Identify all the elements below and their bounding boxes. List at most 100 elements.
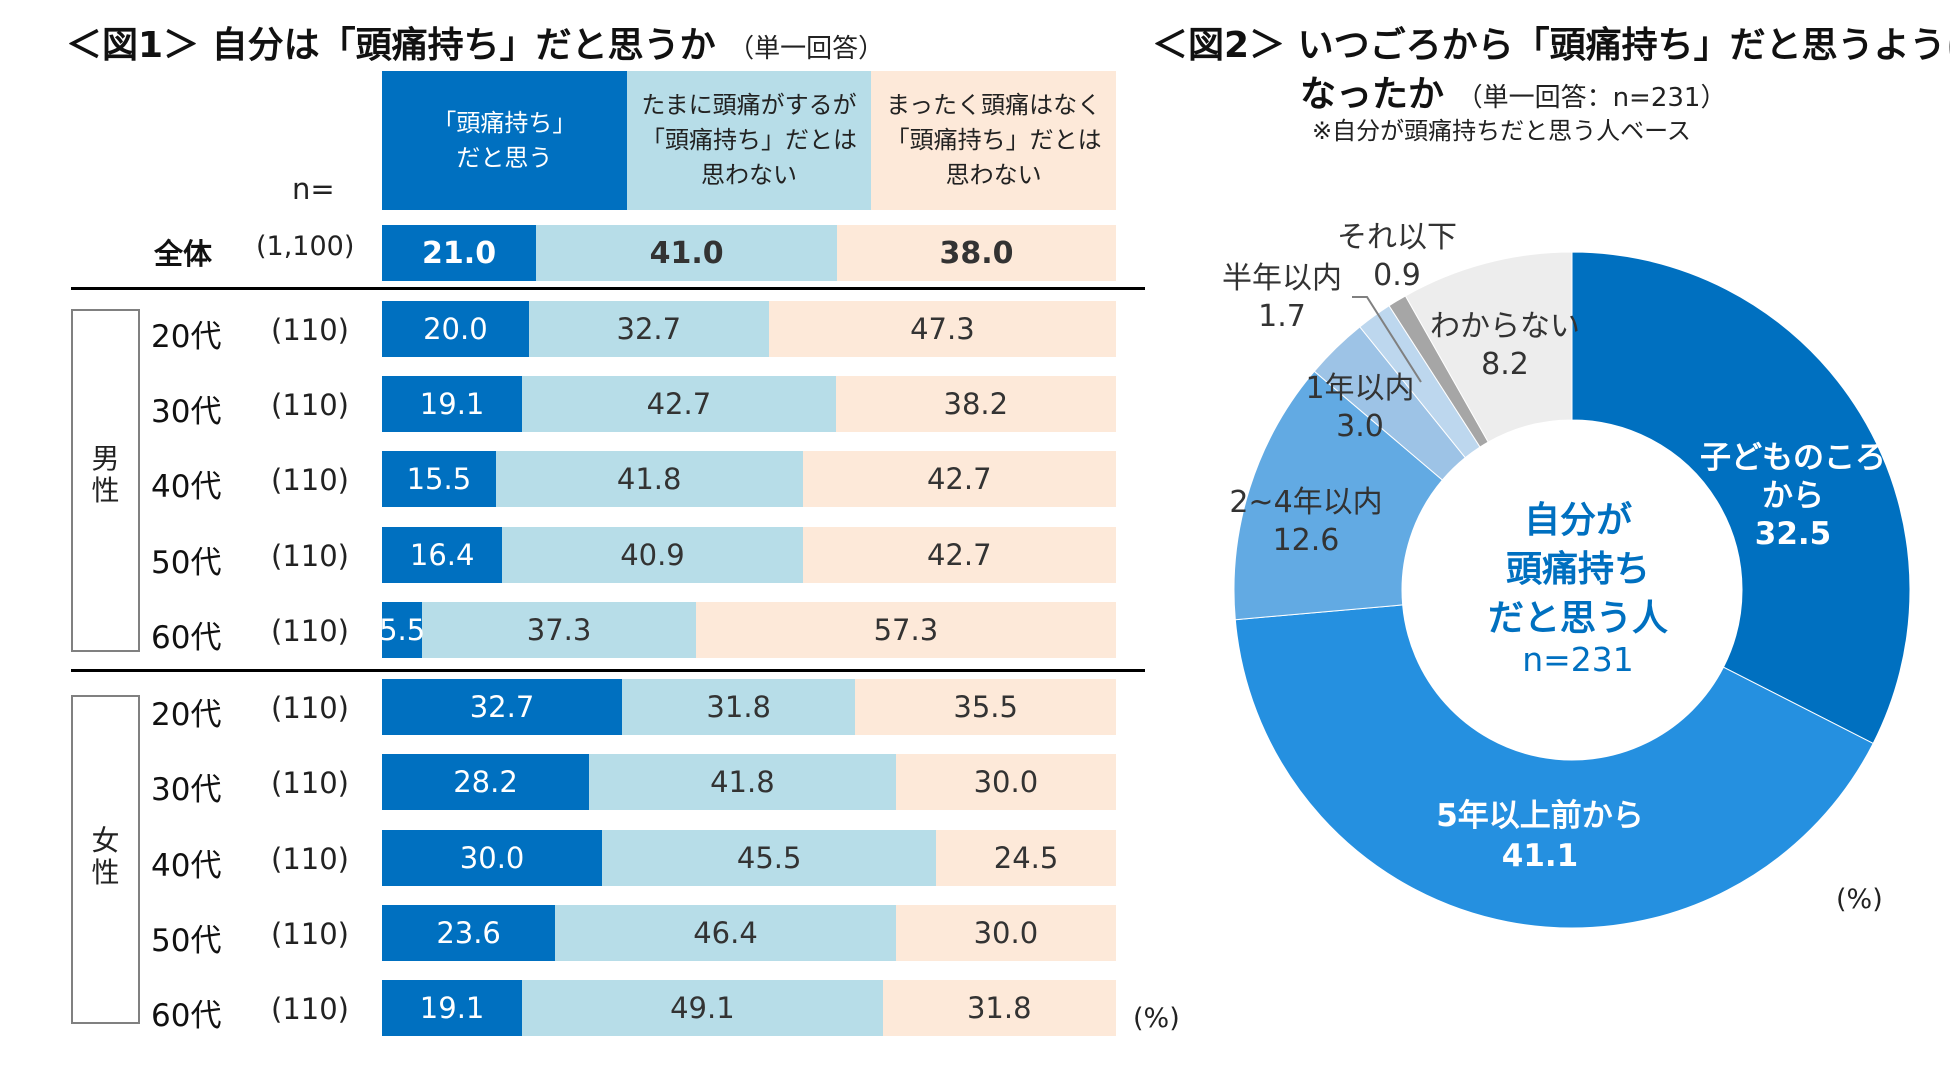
row-n-label: (110) bbox=[271, 539, 349, 573]
donut-slice-value: 3.0 bbox=[1336, 409, 1384, 444]
stacked-bar-row: 16.4 40.9 42.7 bbox=[382, 527, 1116, 583]
row-label: 50代 bbox=[151, 545, 222, 581]
bar-segment-3: 24.5 bbox=[936, 830, 1116, 886]
fig2-unit-label: (%) bbox=[1836, 884, 1883, 915]
donut-center-label-line3: だと思う人 bbox=[1488, 598, 1668, 639]
bar-value-label: 45.5 bbox=[736, 841, 802, 875]
donut-slice-value: 8.2 bbox=[1481, 347, 1529, 382]
donut-slice bbox=[1234, 604, 1874, 929]
donut-slice-value: 1.7 bbox=[1258, 299, 1306, 334]
bar-value-label: 28.2 bbox=[453, 765, 518, 799]
donut-slice-label: 半年以内 bbox=[1222, 261, 1342, 296]
row-n-label: (110) bbox=[271, 917, 349, 951]
bar-value-label: 5.5 bbox=[382, 613, 426, 647]
donut-center-label-line2: 頭痛持ち bbox=[1506, 549, 1650, 590]
bar-value-label: 57.3 bbox=[873, 613, 939, 647]
donut-slice bbox=[1404, 251, 1573, 443]
bar-value-label: 24.5 bbox=[993, 841, 1059, 875]
row-label: 40代 bbox=[151, 848, 222, 884]
bar-value-label: 38.2 bbox=[943, 387, 1009, 421]
donut-slice-label: それ以下 bbox=[1337, 220, 1457, 255]
stacked-bar-row: 32.7 31.8 35.5 bbox=[382, 679, 1116, 735]
bar-segment-1: 19.1 bbox=[382, 980, 523, 1036]
bar-segment-1: 30.0 bbox=[382, 830, 603, 886]
fig2-base-note: ※自分が頭痛持ちだと思う人ベース bbox=[1312, 117, 1691, 145]
stacked-bar-row: 28.2 41.8 30.0 bbox=[382, 754, 1116, 810]
donut-slice-label: 子どものころ bbox=[1700, 440, 1886, 476]
stacked-bar-row: 19.1 42.7 38.2 bbox=[382, 376, 1116, 432]
stacked-bar-row: 20.0 32.7 47.3 bbox=[382, 301, 1116, 357]
bar-value-label: 16.4 bbox=[409, 538, 475, 572]
fig2-title-line1: ＜図2＞ いつごろから「頭痛持ち」だと思うように bbox=[1152, 25, 1950, 66]
stacked-bar-row: 21.0 41.0 38.0 bbox=[382, 225, 1116, 281]
stacked-bar-row: 30.0 45.5 24.5 bbox=[382, 830, 1116, 886]
group-bracket-female: 女 性 bbox=[71, 695, 140, 1024]
bar-segment-3: 30.0 bbox=[895, 905, 1116, 961]
bar-value-label: 38.0 bbox=[939, 235, 1014, 271]
donut-slice-label: 5年以上前から bbox=[1436, 798, 1644, 834]
bar-segment-2: 40.9 bbox=[502, 527, 803, 583]
row-label: 50代 bbox=[151, 923, 222, 959]
leader-line bbox=[1352, 296, 1422, 383]
row-n-label: (110) bbox=[271, 614, 349, 648]
donut-slice-value: 41.1 bbox=[1502, 838, 1579, 874]
bar-segment-3: 47.3 bbox=[768, 301, 1116, 357]
donut-slice-label: 2~4年以内 bbox=[1229, 485, 1382, 520]
stacked-bar-row: 19.1 49.1 31.8 bbox=[382, 980, 1116, 1036]
row-n-label: (110) bbox=[271, 691, 349, 725]
bar-segment-3: 38.2 bbox=[835, 376, 1116, 432]
group-bracket-male: 男 性 bbox=[71, 309, 140, 652]
bar-segment-3: 30.0 bbox=[895, 754, 1116, 810]
donut-center-label-line1: 自分が bbox=[1524, 500, 1632, 541]
bar-segment-2: 37.3 bbox=[422, 602, 696, 658]
bar-segment-2: 49.1 bbox=[522, 980, 883, 1036]
group-label-male: 男 性 bbox=[91, 442, 120, 507]
stacked-bar-row: 23.6 46.4 30.0 bbox=[382, 905, 1116, 961]
row-n-label: (1,100) bbox=[256, 231, 355, 262]
bar-value-label: 41.0 bbox=[649, 235, 724, 271]
bar-segment-3: 31.8 bbox=[882, 980, 1116, 1036]
bar-value-label: 49.1 bbox=[670, 991, 735, 1025]
legend-label: 「頭痛持ち」 だと思う bbox=[432, 108, 577, 172]
bar-value-label: 42.7 bbox=[926, 462, 992, 496]
stacked-bar-row: 5.5 37.3 57.3 bbox=[382, 602, 1116, 658]
row-label: 30代 bbox=[151, 772, 222, 808]
legend-label: まったく頭痛はなく 「頭痛持ち」だとは 思わない bbox=[885, 91, 1102, 189]
bar-value-label: 42.7 bbox=[926, 538, 992, 572]
bar-value-label: 46.4 bbox=[693, 916, 758, 950]
row-label: 30代 bbox=[151, 394, 222, 430]
row-n-label: (110) bbox=[271, 313, 349, 347]
bar-value-label: 42.7 bbox=[646, 387, 712, 421]
bar-segment-2: 31.8 bbox=[622, 679, 856, 735]
row-n-label: (110) bbox=[271, 842, 349, 876]
fig2-title-line2-text: なったか bbox=[1300, 74, 1445, 115]
row-n-label: (110) bbox=[271, 388, 349, 422]
row-label: 20代 bbox=[151, 319, 222, 355]
separator-line-total bbox=[71, 287, 1145, 290]
stacked-bar-row: 15.5 41.8 42.7 bbox=[382, 451, 1116, 507]
donut-slice-label: から bbox=[1762, 478, 1824, 514]
bar-value-label: 19.1 bbox=[419, 387, 485, 421]
bar-value-label: 32.7 bbox=[469, 690, 535, 724]
fig1-title-text: ＜図1＞ 自分は「頭痛持ち」だと思うか bbox=[66, 25, 716, 66]
bar-value-label: 21.0 bbox=[422, 235, 497, 271]
legend-cell-1: 「頭痛持ち」 だと思う bbox=[382, 71, 627, 210]
donut-slice-value: 32.5 bbox=[1755, 516, 1832, 552]
bar-value-label: 47.3 bbox=[910, 312, 975, 346]
bar-segment-2: 42.7 bbox=[522, 376, 836, 432]
bar-value-label: 15.5 bbox=[406, 462, 472, 496]
bar-segment-1: 5.5 bbox=[382, 602, 426, 658]
fig2-title-note: （単一回答：n=231） bbox=[1456, 83, 1727, 113]
bar-value-label: 30.0 bbox=[459, 841, 525, 875]
bar-segment-3: 35.5 bbox=[855, 679, 1116, 735]
bar-segment-1: 15.5 bbox=[382, 451, 496, 507]
n-header: n= bbox=[292, 172, 335, 206]
bar-value-label: 31.8 bbox=[706, 690, 771, 724]
bar-segment-3: 57.3 bbox=[695, 602, 1116, 658]
bar-value-label: 41.8 bbox=[616, 462, 682, 496]
fig1-unit-label: (%) bbox=[1133, 1003, 1180, 1034]
bar-segment-3: 42.7 bbox=[802, 527, 1116, 583]
donut-slice bbox=[1233, 370, 1444, 621]
bar-segment-1: 19.1 bbox=[382, 376, 523, 432]
